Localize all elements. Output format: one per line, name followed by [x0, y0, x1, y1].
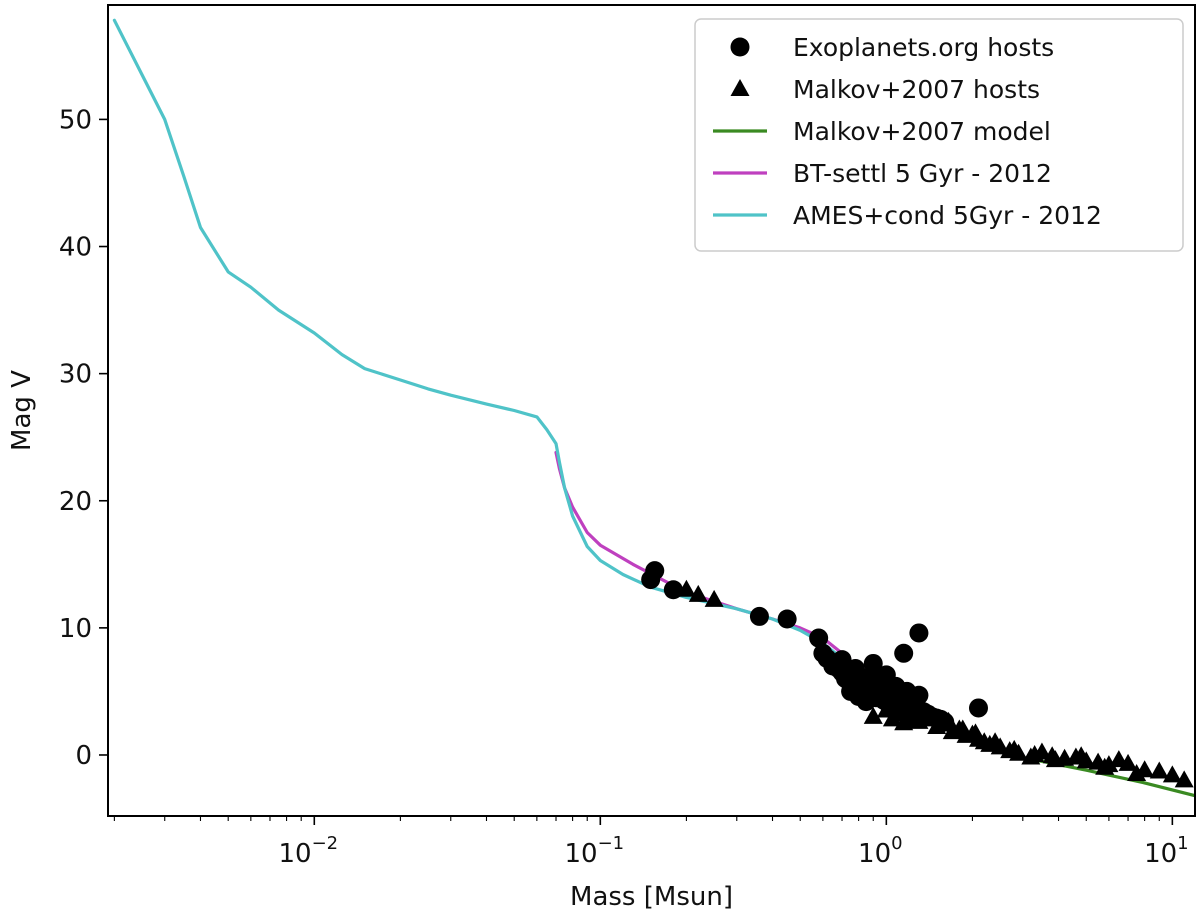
- x-tick-base: 10: [278, 839, 311, 869]
- data-point-triangle: [1174, 770, 1194, 788]
- data-point-circle: [876, 665, 896, 685]
- data-point-circle: [894, 643, 914, 663]
- data-point-triangle: [1127, 764, 1147, 782]
- x-tick-exponent: −2: [312, 833, 339, 854]
- x-tick-label: 100: [858, 833, 903, 869]
- x-tick-base: 10: [564, 839, 597, 869]
- data-point-triangle: [1045, 750, 1065, 768]
- y-tick-label: 20: [59, 487, 92, 517]
- plot-frame: [107, 4, 1196, 817]
- x-tick-label: 101: [1144, 833, 1189, 869]
- data-point-triangle: [966, 723, 986, 741]
- data-point-triangle: [904, 699, 924, 717]
- data-point-triangle: [953, 719, 973, 737]
- data-point-triangle: [985, 732, 1005, 750]
- x-tick-base: 10: [1144, 839, 1177, 869]
- x-tick-exponent: 0: [891, 833, 902, 854]
- data-point-triangle: [1162, 765, 1182, 783]
- legend-label: Malkov+2007 hosts: [793, 75, 1040, 104]
- series-points: [641, 561, 1194, 788]
- data-point-circle: [856, 692, 876, 712]
- data-point-triangle: [1025, 744, 1045, 762]
- data-point-circle: [809, 628, 829, 648]
- x-tick-exponent: 1: [1177, 833, 1188, 854]
- x-tick-exponent: −1: [598, 833, 625, 854]
- x-axis-ticks: 10−2 10−1 100 101: [113, 816, 1189, 869]
- data-point-triangle: [676, 579, 696, 597]
- data-point-circle: [863, 653, 883, 673]
- legend-label: AMES+cond 5Gyr - 2012: [793, 201, 1102, 230]
- x-tick-base: 10: [858, 839, 891, 869]
- data-point-triangle: [1004, 739, 1024, 757]
- y-tick-label: 0: [75, 741, 92, 771]
- data-point-circle: [968, 698, 988, 718]
- x-tick-label: 10−2: [278, 833, 338, 869]
- y-axis-ticks: 0 10 20 30 40 50: [59, 105, 108, 771]
- data-point-circle: [909, 685, 929, 705]
- legend-marker-circle: [730, 37, 750, 57]
- data-point-circle: [645, 561, 665, 581]
- data-point-triangle: [688, 584, 708, 602]
- y-tick-label: 50: [59, 105, 92, 135]
- data-point-circle: [663, 580, 683, 600]
- data-point-triangle: [1071, 746, 1091, 764]
- legend-box: [694, 18, 1184, 252]
- x-axis-label: Mass [Msun]: [570, 882, 733, 912]
- y-axis-label: Mag V: [7, 370, 37, 451]
- plot-area: [112, 18, 1195, 798]
- data-point-triangle: [922, 706, 942, 724]
- legend-label: Exoplanets.org hosts: [793, 33, 1054, 62]
- data-point-circle: [749, 606, 769, 626]
- data-point-triangle: [1118, 753, 1138, 771]
- legend-label: BT-settl 5 Gyr - 2012: [793, 159, 1052, 188]
- legend-label: Malkov+2007 model: [793, 117, 1051, 146]
- data-point-circle: [832, 650, 852, 670]
- data-point-triangle: [863, 706, 883, 724]
- legend-marker-triangle: [730, 79, 750, 96]
- data-point-circle: [909, 623, 929, 643]
- y-tick-label: 30: [59, 360, 92, 390]
- legend: Exoplanets.org hosts Malkov+2007 hosts Mal…: [694, 18, 1184, 252]
- data-point-triangle: [704, 589, 724, 607]
- data-point-triangle: [1095, 757, 1115, 775]
- y-tick-label: 10: [59, 614, 92, 644]
- data-point-circle: [777, 609, 797, 629]
- x-tick-label: 10−1: [564, 833, 624, 869]
- y-tick-label: 40: [59, 233, 92, 263]
- data-point-circle: [845, 659, 865, 679]
- data-point-triangle: [939, 711, 959, 729]
- data-point-triangle: [1149, 761, 1169, 779]
